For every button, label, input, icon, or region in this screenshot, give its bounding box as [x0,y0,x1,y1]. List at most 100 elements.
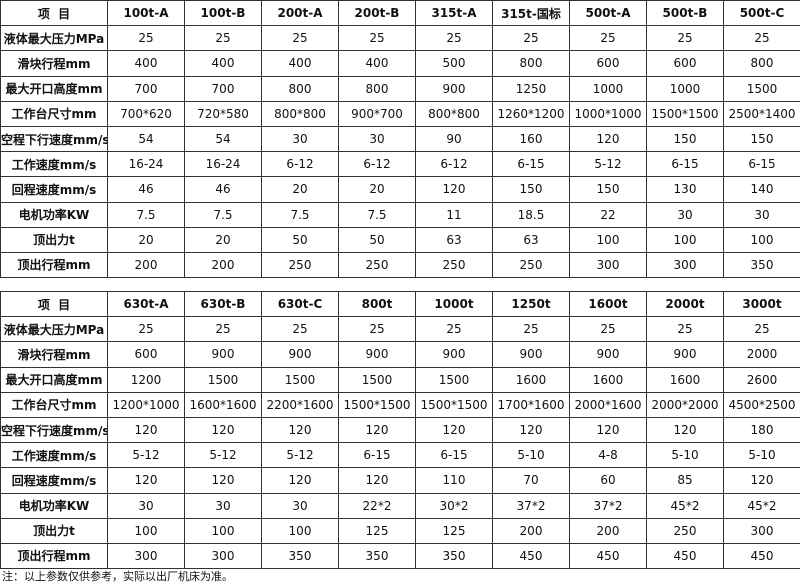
header-model: 200t-A [262,1,339,26]
table-cell: 900*700 [339,101,416,126]
table-cell: 25 [339,26,416,51]
table-cell: 11 [416,202,493,227]
table-cell: 5-12 [570,152,647,177]
table-cell: 160 [493,126,570,151]
row-label: 顶出行程mm [1,543,108,568]
table-cell: 2600 [724,367,800,392]
header-model: 800t [339,292,416,317]
row-label: 空程下行速度mm/s [1,126,108,151]
header-model: 1600t [570,292,647,317]
table-cell: 25 [647,317,724,342]
table-cell: 120 [262,468,339,493]
table-cell: 30 [339,126,416,151]
table-cell: 800*800 [416,101,493,126]
row-label: 工作速度mm/s [1,152,108,177]
table-cell: 63 [493,227,570,252]
table-cell: 7.5 [185,202,262,227]
table-cell: 500 [416,51,493,76]
table-cell: 30 [185,493,262,518]
table-cell: 25 [724,317,800,342]
table-cell: 16-24 [185,152,262,177]
table-cell: 300 [185,543,262,568]
table-cell: 16-24 [108,152,185,177]
table-cell: 350 [339,543,416,568]
table-cell: 1600 [647,367,724,392]
header-model: 630t-C [262,292,339,317]
row-label: 空程下行速度mm/s [1,417,108,442]
table-cell: 30 [647,202,724,227]
table-cell: 800 [493,51,570,76]
table-cell: 120 [108,417,185,442]
table-cell: 450 [647,543,724,568]
table-cell: 120 [493,417,570,442]
table-cell: 800 [724,51,800,76]
table-cell: 1000 [570,76,647,101]
row-label: 顶出力t [1,227,108,252]
table-cell: 1260*1200 [493,101,570,126]
table-cell: 140 [724,177,800,202]
table-cell: 25 [416,26,493,51]
header-model: 2000t [647,292,724,317]
table-cell: 5-12 [262,443,339,468]
table-cell: 120 [108,468,185,493]
table-cell: 600 [647,51,724,76]
table-cell: 25 [724,26,800,51]
table-cell: 1500 [262,367,339,392]
table-cell: 300 [108,543,185,568]
table-cell: 6-12 [416,152,493,177]
row-label: 最大开口高度mm [1,76,108,101]
table-cell: 25 [339,317,416,342]
table-cell: 6-15 [724,152,800,177]
table-cell: 18.5 [493,202,570,227]
header-model: 315t-国标 [493,1,570,26]
row-label: 最大开口高度mm [1,367,108,392]
table-cell: 25 [493,317,570,342]
header-model: 630t-A [108,292,185,317]
table-cell: 6-15 [647,152,724,177]
table-cell: 900 [416,76,493,101]
table-cell: 5-12 [108,443,185,468]
table-cell: 7.5 [339,202,416,227]
row-label: 液体最大压力MPa [1,26,108,51]
table-cell: 200 [108,252,185,277]
table-cell: 100 [185,518,262,543]
table-cell: 2000*2000 [647,392,724,417]
table-cell: 110 [416,468,493,493]
table-cell: 1000*1000 [570,101,647,126]
table-cell: 250 [262,252,339,277]
table-cell: 22 [570,202,647,227]
table-cell: 6-12 [262,152,339,177]
table-cell: 800 [339,76,416,101]
header-item-label: 项 目 [1,292,108,317]
table-cell: 50 [339,227,416,252]
table-cell: 400 [108,51,185,76]
table-cell: 900 [339,342,416,367]
table-cell: 1700*1600 [493,392,570,417]
table-cell: 25 [108,317,185,342]
table-cell: 2200*1600 [262,392,339,417]
header-model: 1250t [493,292,570,317]
table-cell: 60 [570,468,647,493]
table-cell: 1500 [724,76,800,101]
table-cell: 300 [724,518,800,543]
table-cell: 120 [339,468,416,493]
row-label: 滑块行程mm [1,342,108,367]
row-label: 顶出力t [1,518,108,543]
table-cell: 6-15 [339,443,416,468]
table-cell: 5-12 [185,443,262,468]
